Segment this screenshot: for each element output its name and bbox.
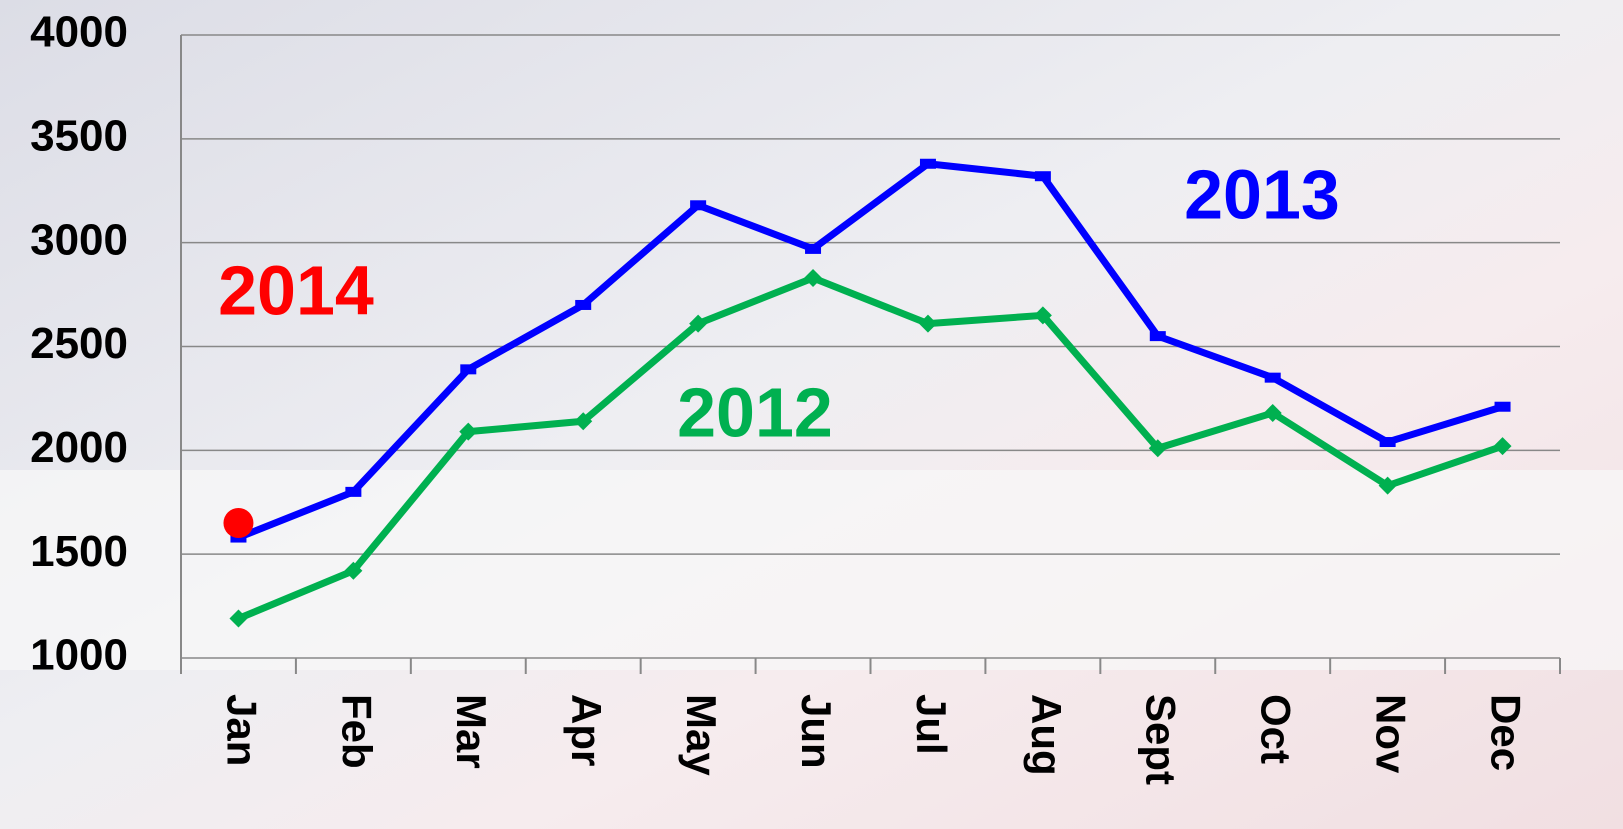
y-tick-label: 2000	[30, 423, 128, 472]
x-tick-label: May	[678, 694, 725, 776]
series-line	[237, 274, 1504, 622]
point	[1494, 401, 1511, 412]
point	[575, 299, 592, 310]
background-band	[0, 470, 1623, 670]
point	[689, 314, 708, 333]
series-label: 2014	[218, 251, 374, 329]
x-tick-label: Aug	[1023, 694, 1070, 776]
point	[345, 486, 362, 497]
x-tick-label: Jul	[908, 694, 955, 755]
point	[344, 561, 363, 580]
point	[805, 243, 822, 254]
y-tick-label: 4000	[30, 8, 128, 57]
x-tick-label: Mar	[448, 694, 495, 769]
x-tick-label: Sept	[1138, 694, 1185, 785]
point	[1378, 476, 1397, 495]
point	[574, 412, 593, 431]
series-line	[237, 160, 1504, 541]
series-label: 2013	[1184, 155, 1340, 233]
point	[690, 200, 707, 211]
point	[919, 158, 936, 169]
y-tick-label: 1500	[30, 527, 128, 576]
point	[918, 314, 937, 333]
x-tick-label: Jun	[793, 694, 840, 769]
point	[1148, 439, 1167, 458]
point	[229, 609, 248, 628]
y-tick-label: 1000	[30, 631, 128, 680]
y-tick-label: 3500	[30, 111, 128, 160]
series-label: 2012	[677, 373, 833, 451]
point	[1034, 171, 1051, 182]
point	[804, 268, 823, 287]
x-tick-label: Feb	[333, 694, 380, 769]
point	[223, 508, 254, 539]
y-tick-label: 3000	[30, 215, 128, 264]
point	[1379, 437, 1396, 448]
y-tick-label: 2500	[30, 319, 128, 368]
x-tick-label: Jan	[218, 694, 265, 766]
x-tick-label: Oct	[1253, 694, 1300, 764]
point	[460, 364, 477, 375]
point	[459, 422, 478, 441]
point	[1149, 331, 1166, 342]
x-tick-label: Apr	[563, 694, 610, 766]
x-tick-label: Nov	[1368, 694, 1415, 774]
point	[1033, 306, 1052, 325]
point	[1493, 437, 1512, 456]
x-tick-label: Dec	[1482, 694, 1529, 771]
point	[1264, 372, 1281, 383]
point	[1263, 403, 1282, 422]
